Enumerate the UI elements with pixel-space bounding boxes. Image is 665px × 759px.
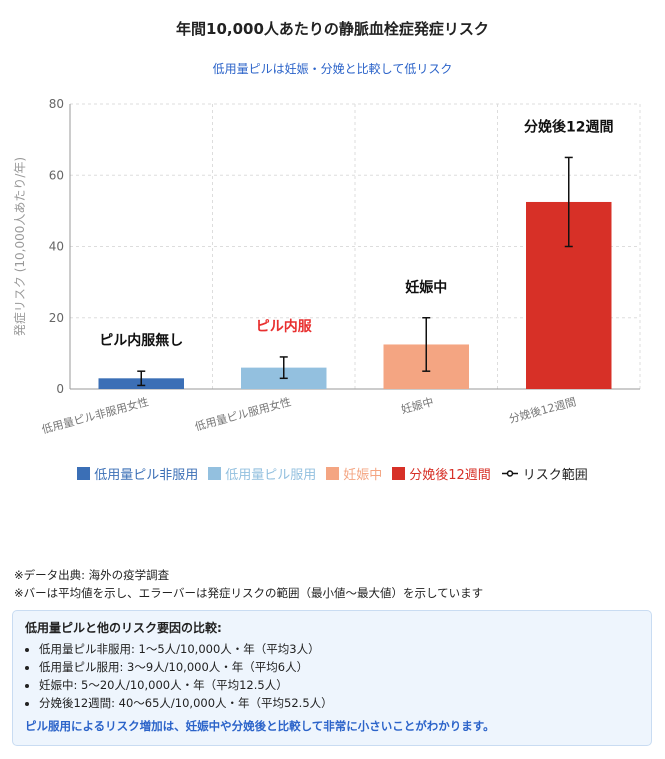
y-axis-label: 発症リスク (10,000人あたり/年) (12, 157, 27, 336)
x-tick-label: 分娩後12週間 (507, 394, 577, 425)
list-item: 低用量ピル服用: 3〜9人/10,000人・年（平均6人） (39, 658, 639, 676)
notes: ※データ出典: 海外の疫学調査 ※バーは平均値を示し、エラーバーは発症リスクの範… (14, 566, 483, 602)
list-item: 低用量ピル非服用: 1〜5人/10,000人・年（平均3人） (39, 640, 639, 658)
source-note: ※データ出典: 海外の疫学調査 (14, 568, 170, 582)
legend-label: 低用量ピル非服用 (94, 468, 199, 483)
error-range-icon (501, 470, 518, 477)
x-tick-label: 低用量ピル非服用女性 (40, 394, 150, 436)
bar-annotation: 分娩後12週間 (524, 118, 613, 135)
legend-item-user: 低用量ピル服用 (208, 464, 316, 483)
legend-swatch (208, 467, 222, 480)
legend-swatch (326, 467, 340, 480)
legend-label: 低用量ピル服用 (225, 468, 317, 483)
x-tick-label: 低用量ピル服用女性 (193, 394, 292, 433)
bar-annotation: 妊娠中 (405, 279, 447, 296)
explanation-note: ※バーは平均値を示し、エラーバーは発症リスクの範囲（最小値〜最大値）を示していま… (14, 586, 484, 600)
comparison-panel: 低用量ピルと他のリスク要因の比較: 低用量ピル非服用: 1〜5人/10,000人… (12, 610, 652, 746)
y-tick-label: 0 (56, 382, 64, 396)
legend-label: リスク範囲 (522, 468, 588, 483)
panel-title: 低用量ピルと他のリスク要因の比較: (25, 621, 222, 635)
panel-conclusion: ピル服用によるリスク増加は、妊娠中や分娩後と比較して非常に小さいことがわかります… (25, 719, 495, 733)
chart-legend: 低用量ピル非服用 低用量ピル服用 妊娠中 分娩後12週間 リスク範囲 (0, 464, 665, 483)
y-tick-label: 60 (49, 168, 64, 182)
legend-label: 分娩後12週間 (409, 468, 491, 483)
legend-item-error-range: リスク範囲 (501, 464, 588, 483)
y-tick-label: 80 (49, 97, 64, 111)
x-tick-label: 妊娠中 (400, 394, 435, 416)
chart-title: 年間10,000人あたりの静脈血栓症発症リスク (176, 20, 489, 38)
legend-item-nonuser: 低用量ピル非服用 (77, 464, 198, 483)
list-item: 妊娠中: 5〜20人/10,000人・年（平均12.5人） (39, 676, 639, 694)
legend-swatch (77, 467, 91, 480)
bar-annotation: ピル内服 (256, 318, 313, 335)
y-tick-label: 40 (49, 240, 64, 254)
comparison-list: 低用量ピル非服用: 1〜5人/10,000人・年（平均3人） 低用量ピル服用: … (25, 640, 639, 712)
legend-label: 妊娠中 (343, 468, 383, 483)
bar-chart: 0 20 40 60 80 発症リスク (10,000人あたり/年) 低用量ピル非服用女性 ピ… (12, 97, 641, 436)
bar-annotation: ピル内服無し (99, 332, 183, 349)
legend-item-postpartum: 分娩後12週間 (392, 464, 491, 483)
list-item: 分娩後12週間: 40〜65人/10,000人・年（平均52.5人） (39, 694, 639, 712)
y-tick-label: 20 (49, 311, 64, 325)
legend-item-pregnancy: 妊娠中 (326, 464, 382, 483)
chart-subtitle: 低用量ピルは妊娠・分娩と比較して低リスク (212, 62, 453, 76)
legend-swatch (392, 467, 406, 480)
